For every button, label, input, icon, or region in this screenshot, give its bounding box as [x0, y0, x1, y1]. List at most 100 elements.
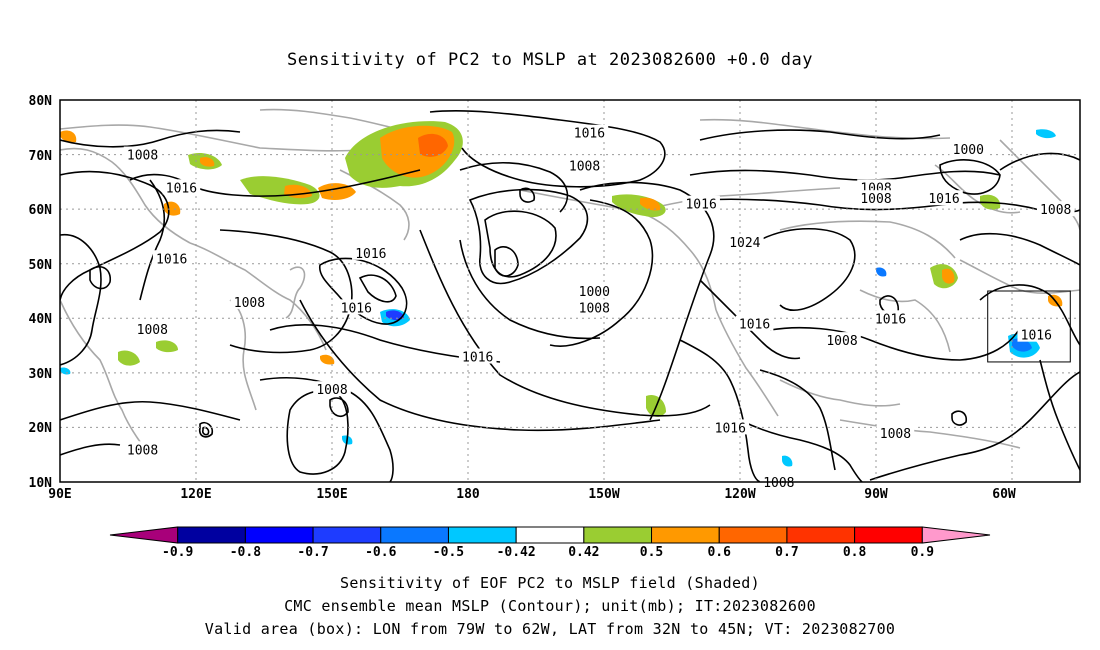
contour-label-bg: [123, 441, 162, 457]
contour-label-bg: [133, 321, 172, 337]
contour-label-bg: [313, 381, 351, 397]
contour-label: 1000: [579, 285, 610, 300]
lon-label: 150W: [588, 487, 619, 502]
lon-label: 60W: [992, 487, 1016, 502]
colorbar-swatch: [786, 526, 856, 544]
contour-label-bg: [857, 190, 895, 206]
colorbar-swatch: [447, 526, 517, 544]
contour-label: 1008: [763, 476, 794, 491]
contour-label: 1016: [1021, 329, 1052, 344]
lon-axis: 90E 120E 150E 180 150W 120W 90W 60W: [48, 487, 1016, 502]
contour-label: 1008: [880, 427, 911, 442]
colorbar-label: -0.7: [297, 545, 328, 560]
contour-label-bg: [876, 424, 915, 440]
contour-label: 1016: [166, 181, 197, 196]
contour-label-bg: [352, 244, 390, 260]
contour-label-bg: [570, 124, 609, 140]
contour-label-bg: [123, 146, 162, 162]
lat-label: 20N: [29, 421, 53, 436]
colorbar-label: 0.9: [911, 545, 934, 560]
colorbar-label: -0.42: [497, 545, 536, 560]
lon-label: 150E: [316, 487, 347, 502]
colorbar-swatch: [177, 526, 246, 544]
lat-label: 40N: [29, 312, 53, 327]
colorbar-label: 0.7: [775, 545, 798, 560]
colorbar-swatch: [718, 526, 788, 544]
contour-label-bg: [726, 233, 764, 249]
contour-label: 1008: [316, 383, 347, 398]
shaded-sensitivity: [60, 121, 1063, 467]
contour-label-bg: [871, 310, 910, 326]
lon-label: 120W: [724, 487, 755, 502]
contour-label-bg: [575, 299, 614, 315]
contour-label-bg: [458, 348, 497, 364]
contour-label-bg: [949, 141, 988, 157]
contour-label: 1016: [875, 312, 906, 327]
lon-label: 90E: [48, 487, 71, 502]
colorbar-label: -0.9: [162, 545, 193, 560]
contour-label-bg: [735, 315, 774, 331]
contour-label: 1000: [953, 143, 984, 158]
caption-line-1: Sensitivity of EOF PC2 to MSLP field (Sh…: [340, 574, 760, 592]
colorbar: [109, 526, 991, 544]
contour-label: 1008: [569, 159, 600, 174]
colorbar-swatch: [651, 526, 720, 544]
colorbar-swatch: [583, 526, 653, 544]
contour-label: 1008: [234, 296, 265, 311]
coastlines: [60, 108, 1080, 456]
colorbar-label: -0.5: [433, 545, 464, 560]
contour-label: 1008: [127, 443, 158, 458]
lat-label: 50N: [29, 258, 53, 273]
colorbar-swatch: [854, 526, 923, 544]
contour-label-bg: [152, 250, 191, 266]
graticule: [60, 100, 1080, 482]
contour-label: 1016: [156, 252, 187, 267]
colorbar-label: -0.8: [230, 545, 261, 560]
lat-label: 70N: [29, 149, 53, 164]
contour-label: 1008: [1040, 203, 1071, 218]
contour-label-bg: [337, 299, 376, 315]
lat-label: 10N: [29, 476, 53, 491]
colorbar-labels: -0.9 -0.8 -0.7 -0.6 -0.5 -0.42 0.42 0.5 0.6 0.7 0.…: [162, 545, 934, 560]
contour-label-bg: [565, 157, 604, 173]
contour-label-bg: [711, 419, 750, 435]
contour-label: 1008: [826, 334, 857, 349]
contour-label: 1016: [715, 421, 746, 436]
mslp-contours: [60, 110, 1080, 482]
contour-label: 1016: [685, 198, 716, 213]
contour-label-bg: [1017, 326, 1056, 342]
colorbar-label: 0.5: [640, 545, 663, 560]
colorbar-swatch: [515, 526, 585, 544]
contour-label: 1016: [341, 301, 372, 316]
contour-label-bg: [575, 283, 614, 298]
colorbar-swatch: [380, 526, 449, 544]
contour-label-bg: [1036, 201, 1075, 217]
colorbar-label: 0.6: [707, 545, 731, 560]
lat-label: 60N: [29, 203, 53, 218]
contour-label: 1016: [928, 192, 959, 207]
caption-line-3: Valid area (box): LON from 79W to 62W, L…: [204, 620, 896, 638]
lat-axis: 80N 70N 60N 50N 40N 30N 20N 10N: [29, 94, 53, 491]
lon-label: 180: [456, 487, 480, 502]
contour-label: 1016: [462, 350, 493, 365]
contour-label: 1008: [579, 301, 610, 316]
map-title: Sensitivity of PC2 to MSLP at 2023082600…: [286, 50, 813, 70]
contour-label: 1008: [137, 323, 168, 338]
contour-label-bg: [823, 332, 861, 348]
contour-label: 1024: [729, 236, 760, 251]
map-frame: [59, 99, 1081, 483]
contour-label-bg: [162, 179, 201, 195]
lon-label: 120E: [180, 487, 211, 502]
colorbar-swatch: [109, 526, 179, 544]
colorbar-swatch: [244, 526, 314, 544]
valid-area-box: [987, 290, 1071, 363]
contour-label: 1008: [860, 192, 891, 207]
colorbar-label: 0.8: [843, 545, 867, 560]
lat-label: 80N: [29, 94, 53, 109]
contour-labels: 1008 1016 1016 1008 1008 1016 1016 1016 1008 1008…: [123, 124, 1075, 491]
contour-label-bg: [230, 293, 269, 309]
contour-label-bg: [682, 195, 720, 211]
colorbar-swatch: [312, 526, 382, 544]
contour-label: 1008: [127, 149, 158, 164]
